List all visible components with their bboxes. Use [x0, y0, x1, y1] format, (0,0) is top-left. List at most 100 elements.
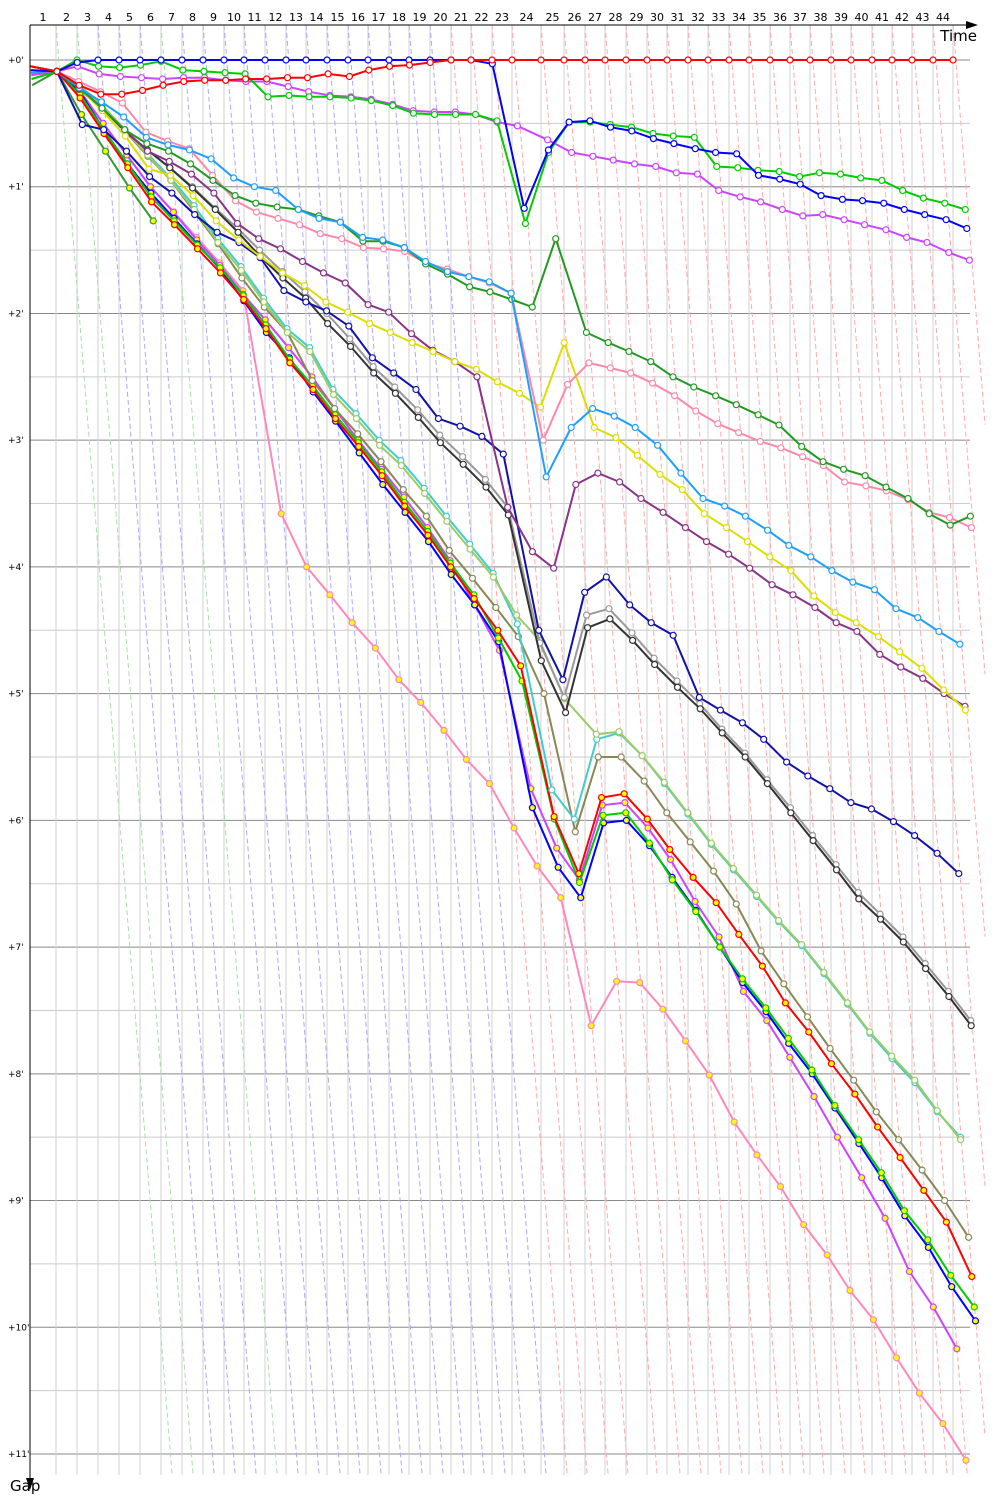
x-tick-label: 9 [210, 11, 217, 24]
x-tick-label: 23 [495, 11, 509, 24]
data-point [250, 183, 258, 191]
data-point [468, 574, 477, 582]
data-point [768, 581, 776, 589]
data-point [445, 546, 453, 555]
x-tick-label: 40 [855, 11, 869, 24]
data-point [94, 62, 103, 70]
x-tick-label: 31 [671, 11, 685, 24]
data-point [561, 708, 570, 717]
data-point [888, 56, 896, 64]
lap-line [584, 24, 702, 1476]
data-point [929, 56, 937, 64]
data-point [368, 354, 376, 362]
data-point [582, 328, 591, 337]
data-point [666, 855, 675, 864]
data-point [702, 537, 711, 546]
data-point [633, 451, 642, 459]
data-point [736, 193, 744, 201]
data-point [695, 693, 703, 702]
data-point [302, 298, 310, 306]
data-point [669, 631, 677, 639]
data-point [478, 432, 486, 440]
data-point [98, 104, 106, 112]
data-point [577, 894, 585, 902]
data-point [510, 824, 518, 832]
data-point [347, 94, 355, 102]
data-point [53, 67, 61, 76]
data-point [485, 779, 493, 788]
data-point [967, 523, 976, 532]
data-point [352, 415, 360, 423]
data-point [405, 61, 413, 69]
horizontal-gridlines [30, 59, 970, 1455]
data-point [895, 648, 904, 656]
data-point [277, 510, 285, 518]
data-point [166, 164, 174, 172]
data-point [142, 133, 150, 141]
data-point [732, 401, 740, 409]
x-tick-label: 1 [40, 11, 47, 24]
data-point [207, 155, 215, 163]
data-point [918, 664, 926, 672]
data-point [817, 192, 825, 200]
series-line [31, 70, 971, 527]
lap-line [491, 24, 609, 1476]
data-point [849, 578, 857, 586]
data-point [904, 494, 912, 503]
data-point [735, 930, 743, 939]
data-point [882, 226, 890, 234]
data-point [256, 252, 264, 260]
data-point [810, 592, 818, 600]
data-point [924, 1236, 932, 1244]
data-point [582, 611, 591, 619]
data-point [220, 56, 228, 64]
data-point [630, 160, 639, 168]
lap-line [470, 24, 588, 1476]
data-point [200, 67, 208, 76]
data-point [73, 58, 81, 67]
lap-line [243, 24, 361, 1476]
data-point [874, 632, 882, 641]
data-point [798, 442, 806, 451]
data-point [617, 753, 625, 761]
data-point [482, 483, 490, 491]
data-point [563, 380, 572, 388]
data-point [513, 122, 522, 130]
x-tick-label: 37 [793, 11, 807, 24]
lap-line [408, 24, 526, 1476]
data-point [615, 478, 624, 486]
data-point [866, 1028, 874, 1036]
data-point [447, 563, 455, 571]
data-point [612, 434, 620, 442]
data-point [282, 56, 290, 64]
x-tick-label: 7 [168, 11, 175, 24]
data-point [858, 1174, 866, 1182]
y-axis-title: Gap [10, 1477, 40, 1495]
data-point [528, 303, 536, 311]
data-point [260, 298, 268, 306]
data-point [97, 90, 105, 98]
data-point [326, 591, 334, 599]
x-tick-label: 4 [105, 11, 112, 24]
x-tick-label: 43 [916, 11, 930, 24]
data-point [878, 176, 886, 184]
data-point [272, 186, 280, 195]
data-point [199, 56, 207, 64]
data-point [116, 72, 125, 81]
data-point [693, 170, 702, 178]
data-point [306, 347, 314, 356]
data-point [836, 170, 845, 178]
data-point [364, 56, 372, 64]
data-point [426, 58, 434, 67]
data-point [700, 510, 708, 518]
data-point [364, 301, 372, 309]
data-point [379, 480, 387, 489]
data-point [331, 415, 339, 423]
data-point [303, 74, 312, 82]
data-point [300, 282, 309, 290]
data-point [146, 173, 154, 181]
lap-lines [55, 24, 986, 1476]
data-point [754, 171, 763, 179]
data-point [738, 719, 747, 727]
data-point [730, 1118, 738, 1126]
